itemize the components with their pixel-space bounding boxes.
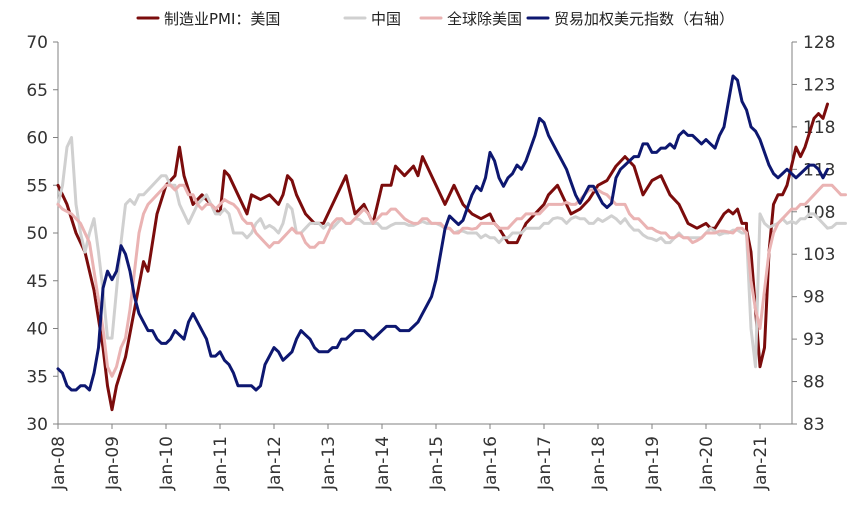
x-tick-label: Jan-13 <box>319 436 339 491</box>
series-layer <box>56 74 847 412</box>
left-y-tick-label: 30 <box>26 415 48 435</box>
x-tick-label: Jan-17 <box>535 436 555 491</box>
right-y-tick-label: 88 <box>803 373 825 393</box>
right-y-tick-label: 128 <box>803 33 835 53</box>
axes: 3035404550556065708388939810310811311812… <box>26 33 835 491</box>
x-tick-label: Jan-12 <box>265 436 285 491</box>
x-tick-label: Jan-08 <box>49 436 69 491</box>
x-tick-label: Jan-10 <box>157 436 177 491</box>
right-y-tick-label: 103 <box>803 245 835 265</box>
right-y-tick-label: 93 <box>803 330 825 350</box>
series-line-4 <box>56 74 829 392</box>
x-tick-label: Jan-11 <box>211 436 231 491</box>
x-tick-label: Jan-21 <box>751 436 771 491</box>
series-line-1 <box>56 102 829 412</box>
x-tick-label: Jan-20 <box>697 436 717 491</box>
left-y-tick-label: 60 <box>26 129 48 149</box>
x-tick-label: Jan-15 <box>427 436 447 491</box>
left-y-tick-label: 70 <box>26 33 48 53</box>
right-y-tick-label: 98 <box>803 288 825 308</box>
right-y-tick-label: 123 <box>803 75 835 95</box>
legend-label-3: 全球除美国 <box>447 10 522 28</box>
left-y-tick-label: 55 <box>26 176 48 196</box>
legend-label-2: 中国 <box>371 10 401 28</box>
x-tick-label: Jan-19 <box>643 436 663 491</box>
left-y-tick-label: 35 <box>26 367 48 387</box>
x-tick-label: Jan-18 <box>589 436 609 491</box>
x-tick-label: Jan-09 <box>103 436 123 491</box>
series-line-3 <box>56 183 847 378</box>
right-y-tick-label: 83 <box>803 415 825 435</box>
left-y-tick-label: 40 <box>26 320 48 340</box>
legend-label-4: 贸易加权美元指数（右轴） <box>554 10 734 28</box>
left-y-tick-label: 65 <box>26 81 48 101</box>
left-y-tick-label: 50 <box>26 224 48 244</box>
x-tick-label: Jan-14 <box>373 436 393 491</box>
legend: 制造业PMI：美国 中国 全球除美国 贸易加权美元指数（右轴） <box>136 10 734 28</box>
right-y-tick-label: 108 <box>803 203 835 223</box>
legend-label-1: 制造业PMI：美国 <box>164 10 280 28</box>
x-tick-label: Jan-16 <box>481 436 501 491</box>
left-y-tick-label: 45 <box>26 272 48 292</box>
